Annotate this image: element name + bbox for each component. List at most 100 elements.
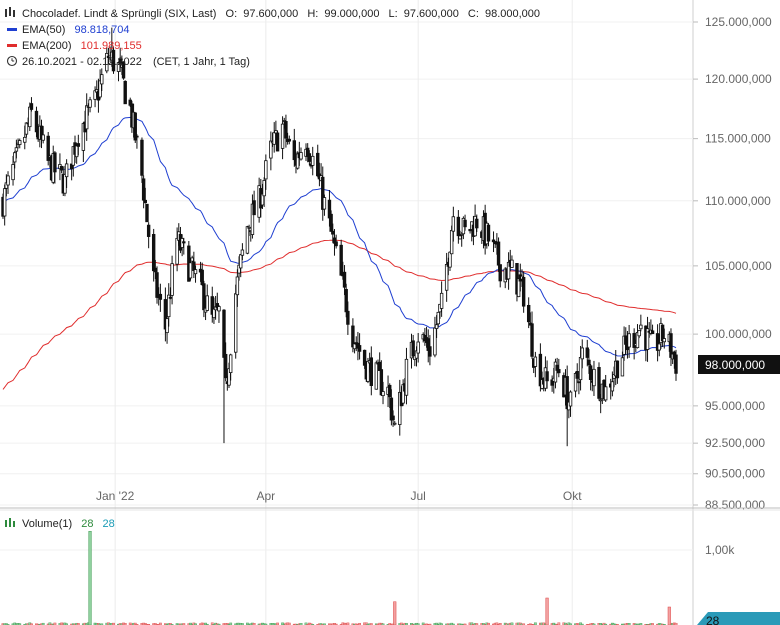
candle-up (460, 233, 464, 236)
symbol-name: Chocoladef. Lindt & Sprüngli (SIX, Last)… (22, 8, 540, 20)
candle-down (530, 323, 534, 357)
volume-bar (470, 622, 474, 625)
candle-down (153, 267, 158, 273)
candle-down (135, 135, 139, 138)
candle-down (123, 80, 127, 105)
candle-up (240, 249, 245, 256)
chart-type-icon[interactable] (5, 7, 15, 17)
candle-down (587, 359, 591, 366)
time-tick-label: Jan '22 (96, 489, 135, 503)
chart-grid (0, 0, 694, 625)
price-tick-label: 115.000,000 (705, 132, 771, 146)
volume-bar (557, 622, 561, 625)
candle-up (88, 99, 92, 108)
candle-down (388, 384, 392, 398)
ema50-legend[interactable]: EMA(50) 98.818,704 (22, 24, 130, 36)
volume-bar (194, 623, 197, 625)
time-tick-label: Jul (411, 489, 426, 503)
candle-up (11, 164, 15, 181)
candle-up (14, 147, 19, 152)
volume-bar (627, 623, 631, 625)
candle-down (223, 353, 228, 379)
ema50-line (2, 116, 677, 357)
volume-bar (158, 622, 162, 625)
volume-bar (674, 622, 678, 625)
candle-down (357, 345, 362, 352)
candle-down (588, 365, 593, 381)
candle-down (76, 143, 81, 147)
last-price-value: 98.000,000 (705, 358, 765, 372)
volume-spike (393, 601, 397, 625)
candle-down (46, 135, 50, 161)
candle-up (657, 343, 661, 351)
candle-up (299, 152, 303, 160)
candle-down (168, 296, 173, 299)
candle-up (228, 354, 233, 374)
candle-up (188, 262, 193, 279)
candle-down (463, 219, 467, 228)
candle-up (580, 347, 584, 360)
high-label: H: (307, 8, 318, 20)
ema200-legend[interactable]: EMA(200) 101.989,155 (22, 40, 142, 52)
volume-bar (358, 622, 361, 625)
ema50-swatch (7, 28, 17, 31)
date-range-detail: (CET, 1 Jahr, 1 Tag) (153, 56, 250, 68)
ema200-label: EMA(200) (22, 40, 72, 52)
price-tick-label: 105.000,000 (705, 259, 772, 273)
candle-up (28, 106, 32, 128)
candle-down (155, 272, 159, 298)
candle-up (533, 356, 538, 367)
candle-down (334, 241, 338, 247)
symbol-line: Chocoladef. Lindt & Sprüngli (SIX, Last) (22, 8, 216, 20)
candle-down (369, 357, 374, 386)
candle-up (170, 263, 174, 296)
candle-up (510, 259, 514, 268)
volume-value-1: 28 (81, 518, 93, 530)
candle-up (2, 188, 7, 217)
ema200-swatch (7, 44, 17, 47)
volume-bar (133, 622, 137, 625)
candle-down (222, 309, 226, 358)
volume-spike (545, 597, 549, 625)
volume-bar (287, 622, 291, 625)
candle-up (610, 381, 615, 392)
volume-bar (30, 623, 33, 625)
candle-up (100, 74, 104, 85)
volume-bar (416, 623, 420, 625)
candle-up (247, 226, 251, 229)
candle-up (311, 155, 315, 166)
candle-down (200, 269, 204, 286)
candle-up (165, 318, 169, 334)
candle-up (366, 360, 370, 382)
candle-down (59, 165, 64, 171)
candle-up (272, 132, 276, 145)
candle-down (475, 218, 479, 229)
candle-up (404, 358, 409, 396)
price-tick-label: 125.000,000 (705, 15, 772, 29)
ema50-label: EMA(50) (22, 24, 65, 36)
candle-up (436, 311, 440, 325)
candle-down (577, 381, 581, 384)
candle-down (545, 371, 549, 382)
candle-down (391, 415, 395, 421)
candle-up (190, 257, 194, 262)
time-tick-label: Okt (563, 489, 582, 503)
candle-down (575, 370, 579, 379)
volume-bars (1, 531, 678, 625)
time-tick-label: Apr (256, 489, 275, 503)
candle-up (64, 163, 69, 178)
candle-up (6, 175, 10, 186)
price-tick-label: 90.500,000 (705, 467, 765, 481)
open-value: 97.600,000 (243, 8, 298, 20)
candle-down (145, 203, 149, 223)
volume-label: Volume(1) (22, 518, 72, 530)
last-price-badge: 98.000,000 (698, 355, 780, 374)
volume-bar (639, 623, 643, 625)
volume-icon (5, 518, 15, 527)
candle-up (239, 254, 243, 269)
volume-bar (495, 622, 499, 625)
volume-bar (100, 623, 104, 625)
ema200-value: 101.989,155 (81, 40, 142, 52)
candles (1, 27, 678, 447)
candle-down (316, 152, 320, 177)
